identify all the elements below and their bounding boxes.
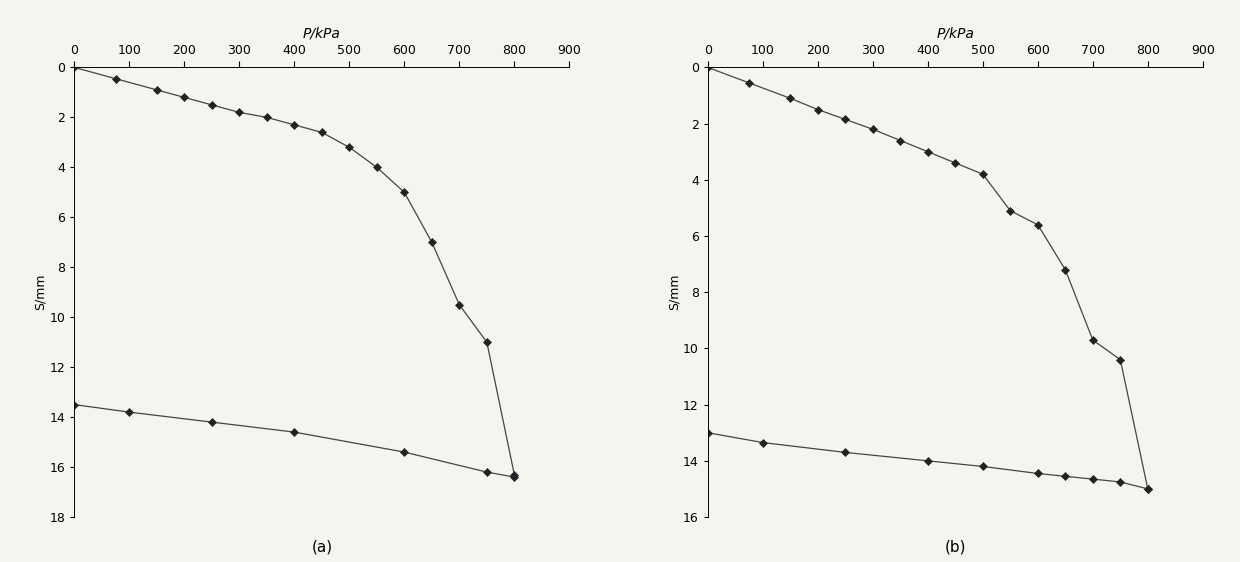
Y-axis label: S/mm: S/mm	[33, 274, 47, 310]
X-axis label: P/kPa: P/kPa	[936, 26, 975, 40]
Y-axis label: S/mm: S/mm	[667, 274, 681, 310]
Text: (b): (b)	[945, 540, 966, 555]
X-axis label: P/kPa: P/kPa	[303, 26, 341, 40]
Text: (a): (a)	[311, 540, 332, 555]
